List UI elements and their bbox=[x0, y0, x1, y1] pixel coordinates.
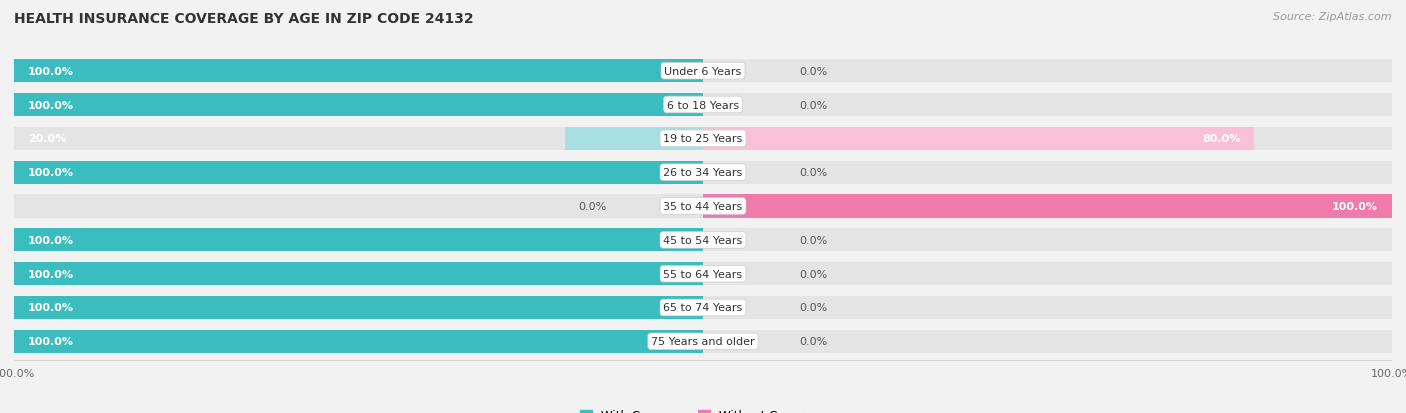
Bar bbox=[14, 330, 703, 353]
Text: 75 Years and older: 75 Years and older bbox=[651, 337, 755, 347]
Text: 0.0%: 0.0% bbox=[800, 168, 828, 178]
Text: 0.0%: 0.0% bbox=[800, 100, 828, 110]
Text: 20.0%: 20.0% bbox=[28, 134, 66, 144]
Text: 0.0%: 0.0% bbox=[800, 235, 828, 245]
Bar bbox=[14, 195, 1392, 218]
Bar bbox=[14, 229, 1392, 252]
Text: 19 to 25 Years: 19 to 25 Years bbox=[664, 134, 742, 144]
Bar bbox=[14, 296, 1392, 319]
Text: 45 to 54 Years: 45 to 54 Years bbox=[664, 235, 742, 245]
Bar bbox=[14, 94, 703, 117]
Text: 100.0%: 100.0% bbox=[1331, 202, 1378, 211]
Text: 80.0%: 80.0% bbox=[1202, 134, 1240, 144]
Bar bbox=[14, 94, 1392, 117]
Bar bbox=[14, 161, 1392, 184]
Text: 100.0%: 100.0% bbox=[28, 235, 75, 245]
Text: 100.0%: 100.0% bbox=[28, 100, 75, 110]
Text: HEALTH INSURANCE COVERAGE BY AGE IN ZIP CODE 24132: HEALTH INSURANCE COVERAGE BY AGE IN ZIP … bbox=[14, 12, 474, 26]
Bar bbox=[703, 128, 1254, 150]
Bar bbox=[14, 296, 703, 319]
Bar bbox=[14, 263, 1392, 285]
Bar bbox=[14, 128, 1392, 150]
Text: 100.0%: 100.0% bbox=[28, 66, 75, 76]
Text: 100.0%: 100.0% bbox=[28, 303, 75, 313]
Bar bbox=[14, 229, 703, 252]
Text: 0.0%: 0.0% bbox=[800, 303, 828, 313]
Text: 0.0%: 0.0% bbox=[800, 337, 828, 347]
Text: 65 to 74 Years: 65 to 74 Years bbox=[664, 303, 742, 313]
Bar bbox=[14, 161, 703, 184]
Text: 35 to 44 Years: 35 to 44 Years bbox=[664, 202, 742, 211]
Text: Source: ZipAtlas.com: Source: ZipAtlas.com bbox=[1274, 12, 1392, 22]
Bar bbox=[14, 263, 703, 285]
Legend: With Coverage, Without Coverage: With Coverage, Without Coverage bbox=[575, 404, 831, 413]
Text: 26 to 34 Years: 26 to 34 Years bbox=[664, 168, 742, 178]
Text: 100.0%: 100.0% bbox=[28, 269, 75, 279]
Text: 100.0%: 100.0% bbox=[28, 337, 75, 347]
Text: 0.0%: 0.0% bbox=[800, 66, 828, 76]
Bar bbox=[14, 60, 703, 83]
Bar bbox=[703, 195, 1392, 218]
Text: 0.0%: 0.0% bbox=[578, 202, 606, 211]
Text: 0.0%: 0.0% bbox=[800, 269, 828, 279]
Text: Under 6 Years: Under 6 Years bbox=[665, 66, 741, 76]
Text: 100.0%: 100.0% bbox=[28, 168, 75, 178]
Bar bbox=[565, 128, 703, 150]
Bar bbox=[14, 60, 1392, 83]
Text: 55 to 64 Years: 55 to 64 Years bbox=[664, 269, 742, 279]
Text: 6 to 18 Years: 6 to 18 Years bbox=[666, 100, 740, 110]
Bar bbox=[14, 330, 1392, 353]
